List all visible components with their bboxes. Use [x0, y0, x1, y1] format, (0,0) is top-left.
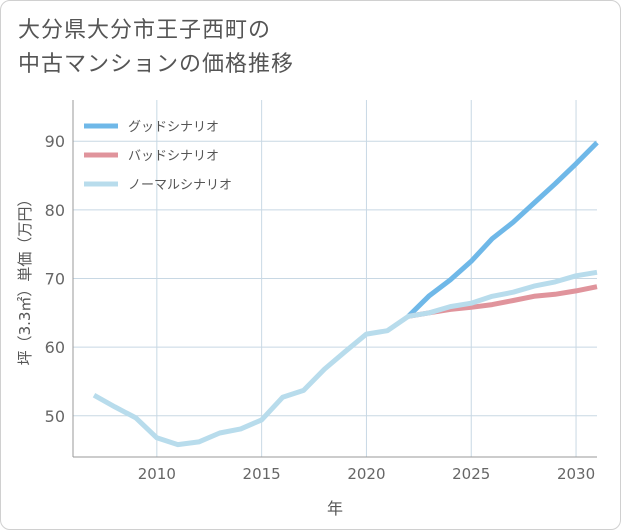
y-tick-label: 60	[45, 338, 65, 357]
y-tick-label: 50	[45, 407, 65, 426]
legend-label-0: グッドシナリオ	[128, 120, 219, 135]
title-line-2: 中古マンションの価格推移	[18, 52, 295, 77]
x-tick-label: 2030	[557, 465, 595, 483]
y-tick-label: 70	[45, 270, 65, 289]
axes: 2010 2015 2020 2025 2030 50 60 70 80 90	[45, 100, 597, 483]
y-tick-label: 90	[45, 132, 65, 151]
grid-lines	[73, 100, 597, 457]
series-line-2	[92, 269, 598, 448]
x-tick-label: 2020	[347, 465, 385, 483]
legend-label-2: ノーマルシナリオ	[128, 178, 232, 193]
series-line-0	[406, 140, 599, 319]
x-tick-label: 2015	[243, 465, 281, 483]
x-tick-label: 2010	[138, 465, 176, 483]
legend-label-1: バッドシナリオ	[128, 149, 219, 164]
x-tick-label: 2025	[452, 465, 490, 483]
chart-title: 大分県大分市王子西町の 中古マンションの価格推移	[18, 14, 294, 82]
series-layer	[92, 140, 599, 448]
title-line-1: 大分県大分市王子西町の	[18, 18, 272, 43]
y-tick-label: 80	[45, 201, 65, 220]
y-axis-label: 坪（3.3㎡）単価（万円）	[16, 192, 34, 366]
x-axis-label: 年	[327, 499, 343, 518]
